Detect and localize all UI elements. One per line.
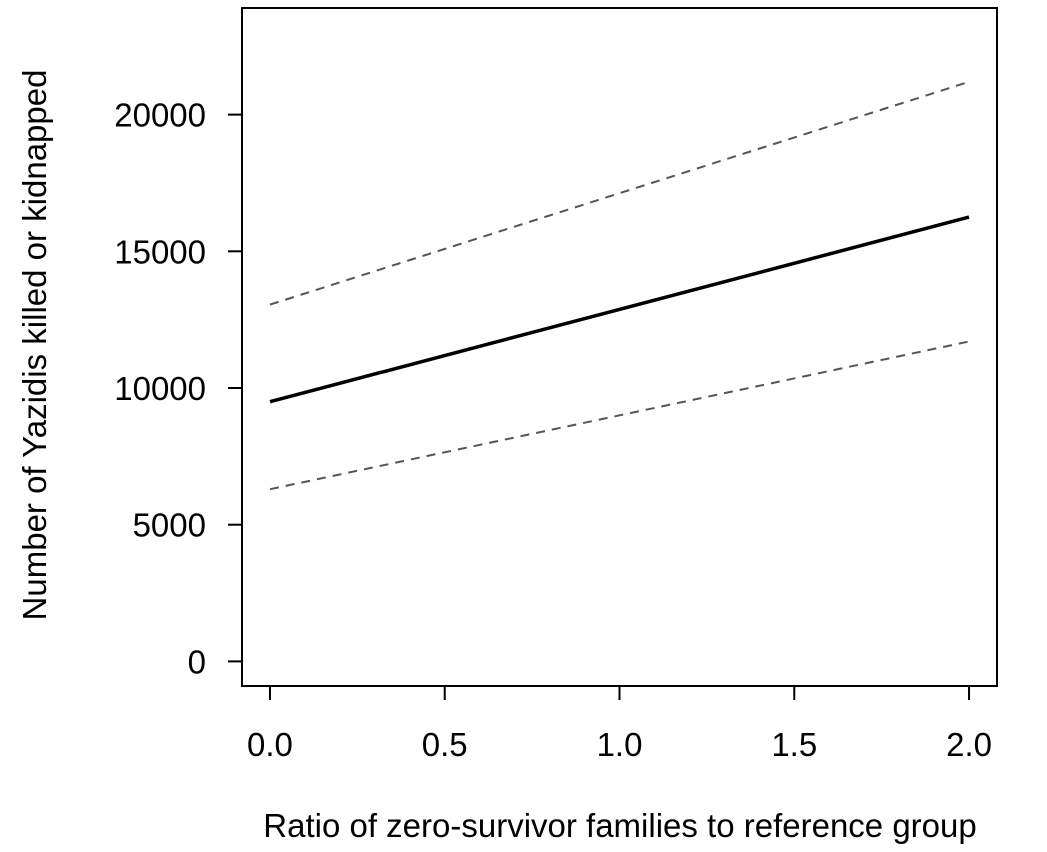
x-tick-label: 0.5 xyxy=(422,726,468,763)
y-tick-label: 15000 xyxy=(114,233,206,270)
y-tick-label: 0 xyxy=(188,643,206,680)
y-axis: 0 5000 10000 15000 20000 xyxy=(114,97,243,680)
x-axis-label: Ratio of zero-survivor families to refer… xyxy=(263,807,976,844)
x-tick-label: 1.0 xyxy=(597,726,643,763)
series-line-dashed-2 xyxy=(269,340,970,491)
x-tick-label: 1.5 xyxy=(771,726,817,763)
x-tick-label: 0.0 xyxy=(247,726,293,763)
series-line-dashed-1 xyxy=(269,80,970,306)
y-tick-label: 10000 xyxy=(114,370,206,407)
plot-area xyxy=(241,7,998,687)
x-axis: 0.0 0.5 1.0 1.5 2.0 xyxy=(247,685,992,763)
y-axis-label: Number of Yazidis killed or kidnapped xyxy=(16,70,53,621)
x-tick-label: 2.0 xyxy=(946,726,992,763)
series-line-solid xyxy=(269,215,970,404)
y-tick-label: 5000 xyxy=(133,507,206,544)
y-tick-label: 20000 xyxy=(114,97,206,134)
